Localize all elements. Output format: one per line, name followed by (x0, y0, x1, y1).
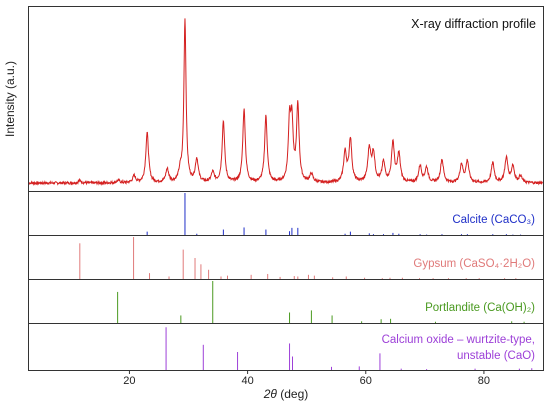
x-axis-label-unit: (deg) (277, 387, 308, 401)
x-tick-label: 20 (123, 375, 135, 387)
pattern-layer (28, 18, 544, 186)
x-tick-label: 40 (241, 375, 253, 387)
panel-label-cao-line1: Calcium oxide – wurtzite-type, (382, 334, 535, 346)
panel-label-cao-line2: unstable (CaO) (457, 350, 535, 362)
x-tick-label: 80 (478, 375, 490, 387)
xrd-pattern-line (28, 18, 544, 186)
x-axis-label: 2θ (deg) (263, 387, 309, 401)
reference-sticks-layer (79, 193, 533, 370)
y-axis-label: Intensity (a.u.) (3, 61, 17, 137)
cao-panel-frame (28, 323, 544, 371)
chart-title: X-ray diffraction profile (411, 17, 536, 31)
panel-label-portlandite: Portlandite (Ca(OH)₂) (425, 302, 535, 314)
panel-label-gypsum: Gypsum (CaSO₄·2H₂O) (413, 258, 535, 270)
x-axis-label-symbol: 2θ (263, 387, 278, 401)
panel-label-calcite: Calcite (CaCO₃) (452, 214, 535, 226)
x-ticks-layer: 20 40 60 80 (123, 370, 490, 387)
x-tick-label: 60 (360, 375, 372, 387)
